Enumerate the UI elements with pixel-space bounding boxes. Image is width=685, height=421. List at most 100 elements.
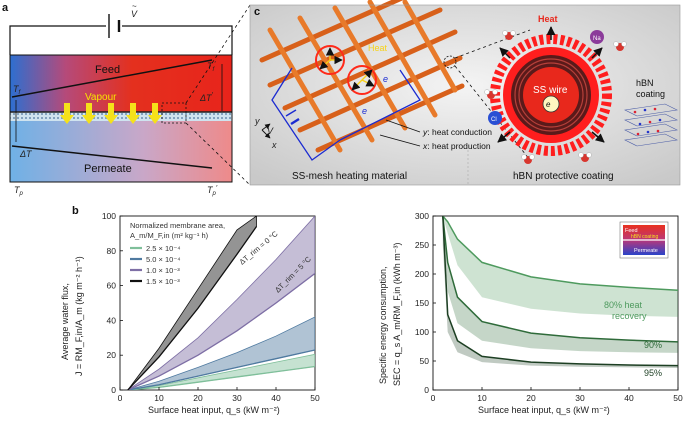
wire-zoom-line-top [454,29,531,59]
inset-permeate: Permeate [634,248,658,254]
sec-ylabel-2: SEC = q_s A_m/RM_F,in (kWh m⁻³) [392,242,402,386]
panel-c-frame [249,4,681,186]
flux-xtick-label: 10 [154,393,164,403]
heat-out-arrows [497,26,605,143]
sec-xtick-label: 10 [477,393,487,403]
y-axis-arrow [261,123,271,131]
t-p-label: Tp [14,185,24,197]
flux-xtick-label: 0 [118,393,123,403]
wire-electron-label: e [546,100,551,109]
zoom-line-bottom [185,122,251,186]
flux-chart: 0 10 20 30 40 50 0 20 40 60 80 100 Average water fl… [60,211,320,415]
sec-ylabel-1: Specific energy consumption, [378,266,388,384]
sec-band-2 [442,216,678,368]
inset-feed: Feed [625,228,638,234]
flux-legend-label: 1.0 × 10⁻³ [146,266,180,275]
sec-xlabel: Surface heat input, q_s (kW m⁻²) [478,405,610,415]
sec-ytick-label: 200 [415,269,429,279]
sec-ytick-label: 250 [415,240,429,250]
sec-xtick-label: 40 [624,393,634,403]
flux-ticks: 0 10 20 30 40 50 0 20 40 60 80 100 [102,211,320,403]
flux-xtick-label: 40 [271,393,281,403]
sec-bands [442,216,678,368]
y-legend: y: heat conduction [422,127,492,137]
flux-ylabel-2: J = RM_F,in/A_m (kg m⁻² h⁻¹) [74,256,84,376]
membrane [10,112,232,121]
vapour-arrow [60,103,74,124]
cl-ion [488,111,502,125]
flux-xtick-label: 50 [310,393,320,403]
feed-label: Feed [95,64,120,76]
flux-series-group [127,216,315,390]
x-legend-leader [379,134,421,147]
sec-xtick-label: 30 [575,393,585,403]
panel-c-label: c [254,6,260,18]
sec-label-90: 90% [644,340,662,350]
ss-wire-core [523,67,579,123]
panel-a: a V ~ Feed Permeate Vapour Tf Tf′ [2,2,251,197]
electron-label-2: e [362,106,367,116]
mesh-circuit-wire [271,67,341,161]
flux-ytick-label: 80 [107,246,117,256]
hbn-atoms [633,107,662,136]
hbn-layer-line [518,62,584,128]
flux-legend-label: 1.5 × 10⁻³ [146,277,180,286]
flux-line-0 [127,365,315,390]
vapour-arrow [148,103,162,124]
sec-band-0 [442,216,678,317]
heat-label-left: Heat [368,43,388,53]
flux-bands [127,216,315,390]
mesh-battery-plate-short [290,117,300,126]
sec-ytick-label: 0 [424,385,429,395]
panel-c-caption-right: hBN protective coating [513,171,614,182]
sec-series-group [442,216,678,368]
t-p-prime-label: Tp′ [207,185,218,197]
t-f-label: Tf [13,84,22,96]
sec-xtick-label: 20 [526,393,536,403]
sec-label-95: 95% [644,368,662,378]
sec-ytick-label: 150 [415,298,429,308]
heat-label-right: Heat [538,14,558,24]
sec-ytick-label: 100 [415,327,429,337]
hbn-layer-line [514,58,588,132]
flux-ytick-label: 100 [102,211,116,221]
mesh-battery-plate [285,109,297,117]
tilde-mark: ~ [132,2,137,11]
water-molecules [484,30,627,164]
heat-conduction-arrows [319,47,375,91]
panel-c: c [249,0,681,186]
permeate-temperature-line [11,145,213,169]
panel-c-caption-left: SS-mesh heating material [292,171,407,182]
x-legend: x: heat production [422,141,491,151]
sec-xtick-label: 0 [431,393,436,403]
ss-wire-label: SS wire [533,85,568,96]
flux-xtick-label: 20 [193,393,203,403]
flux-ytick-label: 20 [107,350,117,360]
vapour-arrow [104,103,118,124]
vapour-arrow [82,103,96,124]
zoom-line-top [185,4,251,104]
heat-glow-circle [315,45,345,75]
vapour-arrows [60,103,162,124]
y-axis-label: y [254,116,260,126]
wire-zoom-circle [443,55,457,69]
inset-coating: hBN coating [631,234,658,240]
sec-inset: Feed hBN coating Permeate [619,221,669,259]
delta-t-label: ΔT [19,149,33,159]
flux-legend-title-1: Normalized membrane area, [130,221,225,230]
flux-legend-title-2: A_m/M_F,in (m² kg⁻¹ h) [130,231,209,240]
zoom-box [161,102,187,124]
flux-ytick-label: 60 [107,281,117,291]
flux-line-2 [127,272,315,390]
panel-a-voltage: V [131,9,138,19]
sec-line-2 [442,216,678,367]
panel-a-label: a [2,2,9,14]
circuit-wire-left [9,25,106,55]
electron-label: e [383,74,388,84]
circuit-wire-right [122,25,233,55]
hbn-coating-label: hBN coating [636,78,665,99]
flux-ytick-label: 40 [107,315,117,325]
flux-line-1 [127,349,315,390]
flux-legend: 2.5 × 10⁻⁴ 5.0 × 10⁻⁴ 1.0 × 10⁻³ 1.5 × 10⁻³ [130,244,181,286]
